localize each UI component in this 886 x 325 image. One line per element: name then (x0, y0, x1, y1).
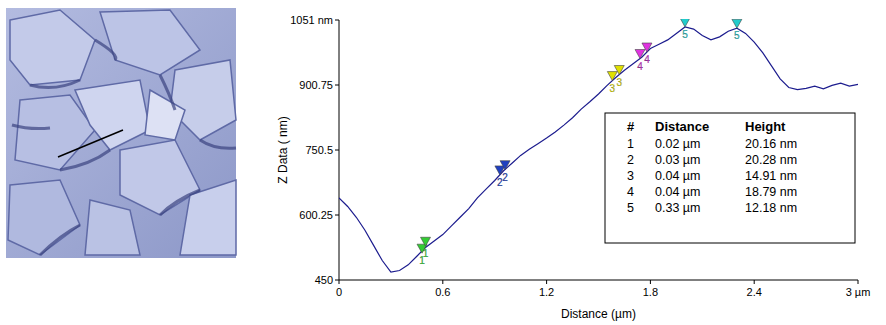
x-tick (650, 280, 651, 284)
y-axis-title: Z Data ( nm) (276, 116, 290, 183)
table-cell: 5 (627, 201, 634, 215)
table-cell: 0.04 µm (655, 185, 700, 199)
afm-grain (10, 10, 95, 85)
table-cell: 18.79 nm (745, 185, 797, 199)
y-tick (335, 85, 339, 86)
table-cell: 14.91 nm (745, 169, 797, 183)
table-cell: 0.33 µm (655, 201, 700, 215)
y-tick-label: 600.25 (299, 209, 333, 221)
afm-grain (85, 200, 140, 255)
y-tick-label: 450 (315, 274, 333, 286)
cursor-marker (500, 161, 510, 170)
afm-grain (145, 90, 185, 140)
y-tick-label: 900.75 (299, 79, 333, 91)
x-tick-label: 1.2 (539, 286, 554, 298)
x-tick-label: 3 µm (846, 286, 871, 298)
x-axis-title: Distance (µm) (561, 307, 636, 321)
x-axis (339, 280, 858, 281)
x-tick-label: 1.8 (643, 286, 658, 298)
table-cell: 0.03 µm (655, 153, 700, 167)
table-cell: 20.28 nm (745, 153, 797, 167)
cursor-label: 1 (423, 248, 429, 259)
afm-step-edge (12, 125, 50, 129)
table-cell: 2 (627, 153, 634, 167)
cursor-label: 4 (644, 54, 650, 65)
cursor-label: 5 (682, 29, 688, 40)
x-tick (546, 280, 547, 284)
table-header: # (627, 119, 635, 134)
y-tick (335, 150, 339, 151)
afm-step-edge (200, 140, 236, 148)
figure: 450 600.25 750.5 900.75 1051 nm 0 0.6 1.2 1.8 2.4… (0, 0, 886, 325)
table-cell: 1 (627, 137, 634, 151)
afm-grain (170, 60, 236, 140)
y-tick (335, 215, 339, 216)
cursor-label: 4 (637, 61, 643, 72)
x-tick (442, 280, 443, 284)
table-cell: 0.02 µm (655, 137, 700, 151)
x-tick-label: 2.4 (747, 286, 762, 298)
x-tick (339, 280, 340, 284)
x-tick (858, 280, 859, 284)
y-tick-label: 750.5 (305, 144, 333, 156)
table-cell: 3 (627, 169, 634, 183)
table-cell: 20.16 nm (745, 137, 797, 151)
table-cell: 0.04 µm (655, 169, 700, 183)
table-cell: 4 (627, 185, 634, 199)
afm-grain (100, 10, 200, 75)
table-cell: 12.18 nm (745, 201, 797, 215)
cursor-marker (421, 237, 431, 246)
afm-step-edge (160, 190, 200, 215)
x-tick-label: 0.6 (435, 286, 450, 298)
cursor-marker (680, 19, 690, 27)
cursor-label: 3 (616, 77, 622, 88)
afm-step-edge (160, 75, 175, 110)
x-tick (754, 280, 755, 284)
afm-step-edge (30, 80, 80, 88)
table-header: Height (745, 119, 786, 134)
measurement-table: # Distance Height 1 0.02 µm 20.16 nm 2 0.03 µm 2… (605, 113, 855, 243)
table-box (605, 113, 855, 243)
afm-image (6, 8, 236, 258)
cursor-marker (614, 66, 624, 75)
cursor-marker (732, 19, 742, 28)
profile-line (58, 130, 123, 157)
cursor-label: 3 (610, 83, 616, 94)
afm-background (6, 8, 236, 258)
cursor-label: 2 (502, 172, 508, 183)
y-tick (335, 20, 339, 21)
plot-area (339, 19, 858, 272)
y-tick (335, 280, 339, 281)
afm-step-edge (95, 40, 116, 60)
cursor-label: 5 (734, 30, 740, 41)
axes: 450 600.25 750.5 900.75 1051 nm 0 0.6 1.2 1.8 2.4… (290, 14, 870, 298)
afm-step-edge (40, 225, 80, 255)
table-header: Distance (655, 119, 709, 134)
x-tick-label: 0 (336, 286, 342, 298)
afm-grain (8, 180, 80, 255)
profile-curve (339, 27, 858, 272)
cursor-marker (642, 43, 652, 52)
y-tick-label: 1051 nm (290, 14, 333, 26)
afm-grain (75, 80, 150, 150)
afm-grain (180, 180, 236, 255)
